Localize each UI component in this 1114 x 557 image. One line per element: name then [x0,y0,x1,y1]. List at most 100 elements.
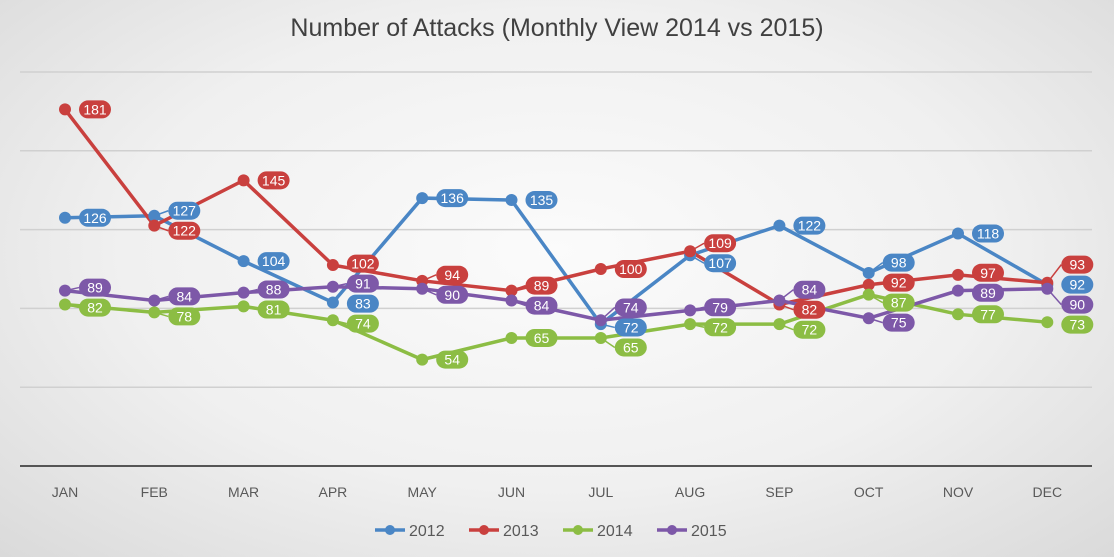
data-point [952,308,964,321]
data-label-badge [1061,295,1094,314]
x-tick-label: NOV [943,484,974,500]
x-tick-label: DEC [1033,484,1063,500]
data-label-badge [346,294,379,313]
data-label: 84 [177,288,193,304]
legend-label: 2013 [503,523,539,540]
data-label: 181 [83,101,107,117]
data-label-badge [346,254,379,273]
label-connector [600,337,616,349]
data-point [505,331,518,344]
data-point [505,194,518,207]
data-label-badge [972,283,1004,302]
data-label: 122 [798,218,822,234]
label-connector [1046,264,1062,284]
data-label: 84 [802,282,818,298]
data-point [326,259,339,272]
data-point [416,353,429,366]
label-connector [511,284,526,292]
data-label-badge [882,313,915,332]
data-label: 75 [891,315,907,331]
data-label: 109 [708,235,732,251]
data-label: 89 [534,278,550,294]
data-label-badge [793,320,826,339]
data-label-badge [793,216,826,235]
x-tick-label: FEB [141,484,168,500]
data-label: 72 [802,322,818,338]
x-tick-label: APR [319,484,348,500]
label-connector [511,299,526,307]
label-connector [64,286,80,292]
data-label: 79 [712,299,728,315]
data-label-badge [525,296,558,315]
x-tick-label: AUG [675,484,705,500]
label-connector [868,293,884,304]
x-tick-label: MAY [408,484,438,500]
data-label: 94 [444,267,460,283]
data-label: 92 [1070,277,1086,293]
label-connector [332,282,348,288]
data-label: 100 [619,261,643,277]
legend-label: 2014 [597,523,633,540]
data-label: 78 [177,308,193,324]
data-label: 87 [891,295,907,311]
data-label: 127 [173,203,197,219]
data-label-badge [704,298,737,317]
data-label-badge [436,285,469,304]
label-connector [64,303,80,309]
data-label-badge [793,300,826,319]
data-label-badge [168,307,201,326]
data-label: 81 [266,302,282,318]
data-label: 83 [355,296,371,312]
x-tick-label: JUL [588,484,613,500]
data-point [594,263,607,275]
data-label: 118 [977,226,1000,242]
data-point [952,227,964,240]
legend-item-2012: 2012 [375,523,445,540]
data-label-badge [1061,275,1094,294]
data-label-badge [972,224,1004,243]
chart-title: Number of Attacks (Monthly View 2014 vs … [290,14,824,42]
data-label: 88 [266,282,282,298]
data-label: 54 [444,352,460,368]
data-label-badge [614,338,647,357]
label-connector [600,306,616,321]
data-label-badge [257,252,290,271]
data-label: 89 [87,280,103,296]
x-tick-label: OCT [854,484,884,500]
label-connector [778,289,794,302]
data-label-badge [436,350,469,369]
data-label: 104 [262,253,286,269]
data-point [416,192,429,205]
label-connector [689,242,705,252]
data-label: 92 [891,275,907,291]
legend-label: 2012 [409,523,445,540]
data-label-badge [168,201,201,220]
data-label-badge [882,293,915,312]
data-point [59,211,71,224]
data-label-badge [704,254,737,273]
data-point [326,296,339,309]
data-label-badge [614,298,647,317]
legend-marker [667,525,677,535]
data-label: 97 [980,265,996,281]
legend-marker [479,525,489,535]
data-label: 72 [712,319,728,335]
data-label-badge [346,314,379,333]
data-label: 73 [1070,317,1086,333]
data-label-badge [257,300,290,319]
data-label-badge [79,278,111,297]
label-connector [1046,288,1062,306]
data-label-badge [614,260,647,278]
data-label: 107 [708,255,732,271]
data-label-badge [525,328,558,347]
data-point [237,255,250,268]
data-label: 102 [351,256,375,272]
data-point [684,245,697,258]
data-label: 84 [534,298,550,314]
data-label: 72 [623,319,639,335]
data-point [952,268,964,281]
data-label: 122 [173,223,197,239]
data-point [59,103,71,116]
label-connector [332,319,348,325]
data-label-badge [882,273,915,292]
